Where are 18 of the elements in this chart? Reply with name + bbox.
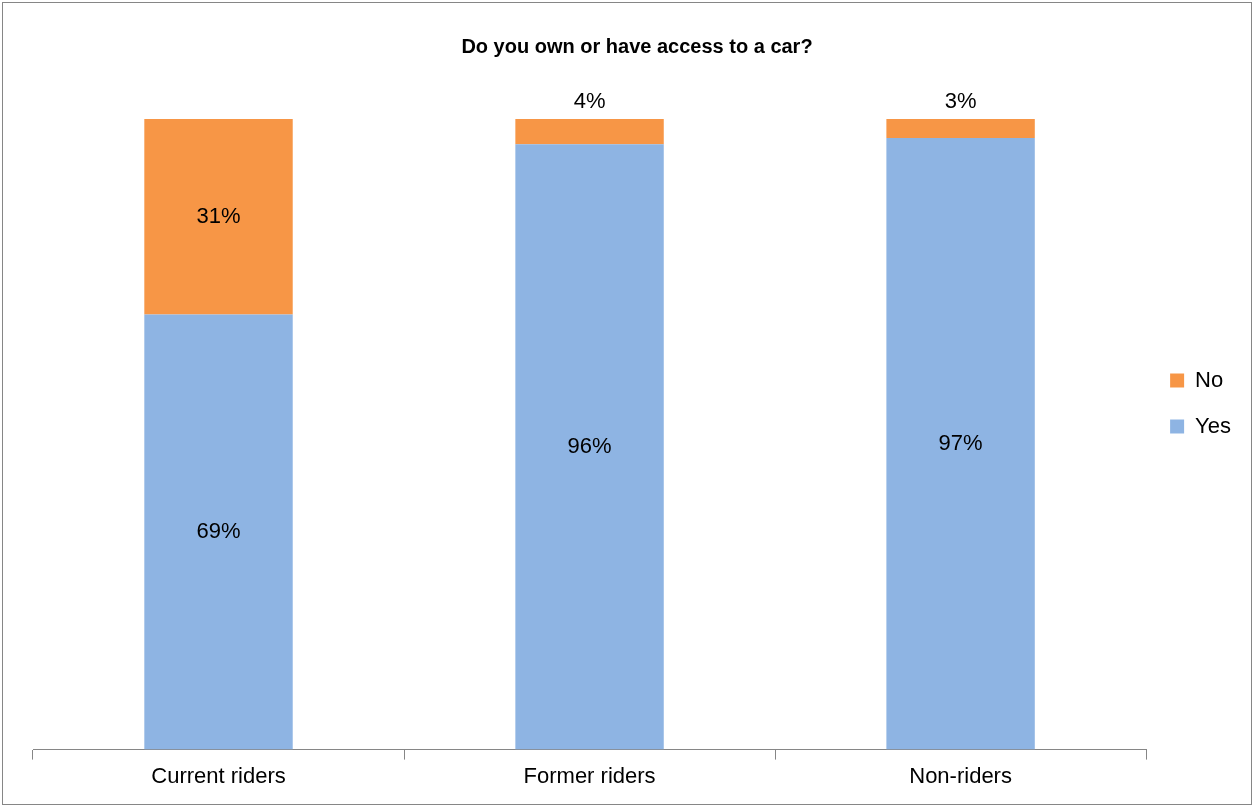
- bar: [144, 119, 293, 315]
- legend-label: Yes: [1195, 412, 1231, 438]
- data-label: 3%: [944, 88, 977, 114]
- data-label: 97%: [938, 429, 983, 455]
- x-tick-label: Non-riders: [909, 762, 1012, 788]
- bar: [144, 314, 293, 750]
- chart-title: Do you own or have access to a car?: [461, 34, 813, 57]
- data-label: 69%: [196, 518, 241, 544]
- x-tick-label: Former riders: [523, 762, 656, 788]
- x-tick-label: Current riders: [151, 762, 286, 788]
- bar: [886, 119, 1035, 138]
- legend-label: No: [1195, 366, 1224, 392]
- bar: [515, 144, 664, 750]
- data-label: 31%: [196, 202, 241, 228]
- data-label: 96%: [567, 432, 612, 458]
- bar: [515, 119, 664, 145]
- data-label: 4%: [573, 88, 606, 114]
- bar: [886, 137, 1035, 750]
